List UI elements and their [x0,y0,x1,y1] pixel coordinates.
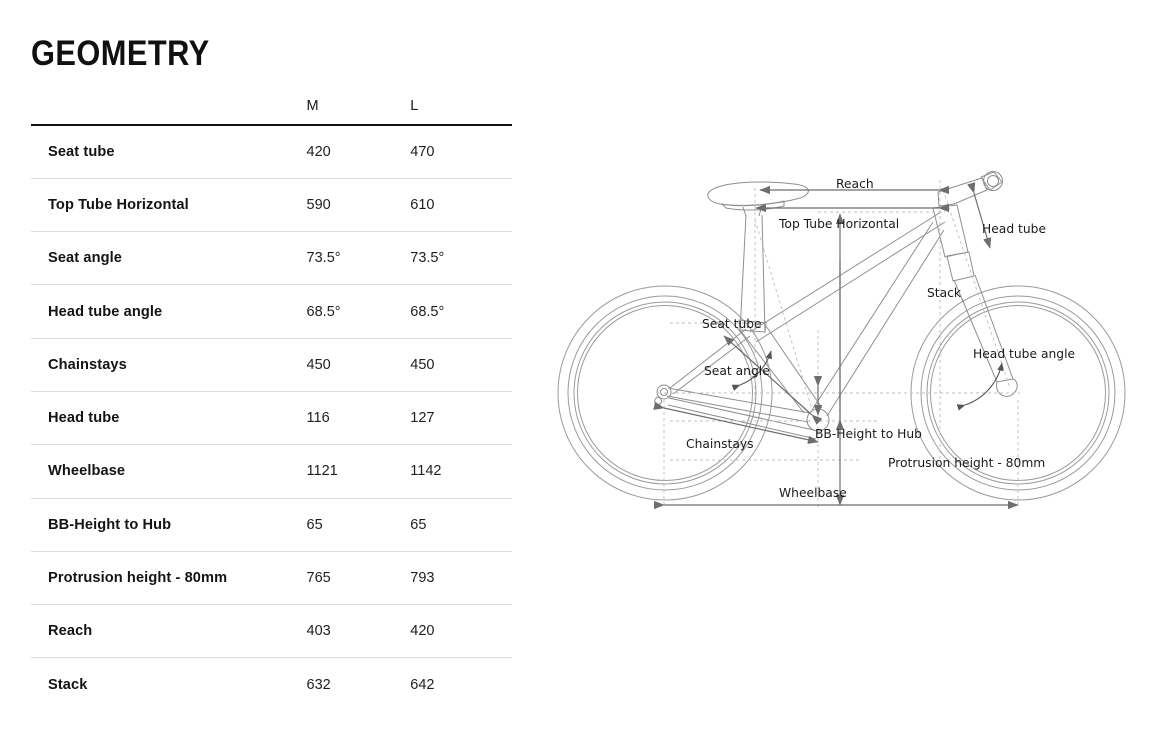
table-row: Reach 403 420 [31,605,512,658]
row-label-bb-height-to-hub: BB-Height to Hub [48,516,172,533]
construction-head-tube-axis [942,189,1011,389]
table-row: Protrusion height - 80mm 765 793 [31,551,512,605]
row-label-seat-tube: Seat tube [48,143,115,160]
top-tube [749,211,946,343]
row-value-l: 420 [410,623,435,640]
row-value-l: 127 [410,410,435,427]
head-tube-angle-arc [956,362,1004,411]
row-label-head-tube: Head tube [48,410,120,427]
column-header-spec [31,88,305,125]
row-label-wheelbase: Wheelbase [48,463,126,480]
row-value-m: 765 [306,570,331,587]
row-value-l: 642 [410,676,435,693]
label-protrusion-height: Protrusion height - 80mm [888,456,1045,470]
fork-crown [946,251,975,282]
row-label-chainstays: Chainstays [48,356,127,373]
row-label-seat-angle: Seat angle [48,250,122,267]
row-value-m: 420 [306,143,331,160]
row-value-m: 116 [306,410,330,427]
row-value-l: 610 [410,196,435,213]
row-value-l: 73.5° [410,250,445,267]
frame-group [654,171,1018,440]
label-top-tube-horizontal: Top Tube Horizontal [778,217,899,231]
down-tube [811,221,945,417]
construction-seat-tube-axis [754,219,815,417]
row-value-m: 403 [306,623,331,640]
row-value-m: 68.5° [306,303,341,320]
table-row: Top Tube Horizontal 590 610 [31,178,512,232]
row-label-reach: Reach [48,623,93,640]
geometry-table: M L Seat tube 420 470 Top Tube Horizonta… [31,88,512,711]
row-value-m: 73.5° [306,250,341,267]
row-value-m: 450 [306,356,331,373]
label-head-tube: Head tube [982,222,1046,236]
page-title: GEOMETRY [31,34,210,73]
label-seat-tube: Seat tube [702,317,762,331]
table-row: Stack 632 642 [31,658,512,711]
row-label-head-tube-angle: Head tube angle [48,303,163,320]
table-row: Head tube 116 127 [31,391,512,445]
diagram-labels: Reach Top Tube Horizontal Head tube Stac… [686,177,1075,500]
label-wheelbase: Wheelbase [779,486,847,500]
row-value-l: 470 [410,143,435,160]
row-value-m: 1121 [306,463,338,480]
table-row: Head tube angle 68.5° 68.5° [31,285,512,339]
chainstays-arrow [653,401,819,444]
row-value-l: 1142 [410,463,442,480]
row-value-m: 65 [306,516,323,533]
row-value-l: 68.5° [410,303,445,320]
label-seat-angle: Seat angle [704,364,770,378]
saddle-underside [721,200,785,211]
label-chainstays: Chainstays [686,437,754,451]
seat-post [739,214,766,333]
angle-arcs [731,350,1004,411]
rear-dropout-inner [660,388,668,396]
table-header-row: M L [31,88,512,125]
seat-angle-arc [731,350,773,391]
rear-dropout-tab [654,396,662,405]
row-label-stack: Stack [48,676,88,693]
rear-dropout-outer [656,384,672,400]
row-label-top-tube-horizontal: Top Tube Horizontal [48,196,189,213]
column-header-l: L [410,98,419,114]
row-value-l: 65 [410,516,427,533]
table-header: M L [31,88,512,125]
row-value-m: 590 [306,196,331,213]
label-reach: Reach [836,177,874,191]
table-row: BB-Height to Hub 65 65 [31,498,512,552]
label-head-tube-angle: Head tube angle [973,347,1075,361]
handlebar-clamp-ring [983,171,1003,191]
table-body: Seat tube 420 470 Top Tube Horizontal 59… [31,125,512,711]
table-row: Seat tube 420 470 [31,125,512,179]
row-label-protrusion-height: Protrusion height - 80mm [48,570,228,587]
row-value-l: 450 [410,356,435,373]
bicycle-geometry-diagram: Reach Top Tube Horizontal Head tube Stac… [550,160,1171,520]
column-header-m: M [306,98,319,114]
stem [937,177,988,207]
saddle-icon [707,181,809,206]
fork-leg-left [953,274,1014,383]
table-row: Seat angle 73.5° 73.5° [31,232,512,285]
seat-clamp [738,319,767,333]
label-bb-height-to-hub: BB-Height to Hub [815,427,922,441]
table-row: Wheelbase 1121 1142 [31,445,512,499]
handlebar-clamp-bore [987,175,999,187]
label-stack: Stack [927,286,962,300]
head-tube-arrow [967,182,992,249]
row-value-l: 793 [410,570,435,587]
fork-dropout [996,378,1018,397]
table-row: Chainstays 450 450 [31,338,512,392]
row-value-m: 632 [306,676,331,693]
